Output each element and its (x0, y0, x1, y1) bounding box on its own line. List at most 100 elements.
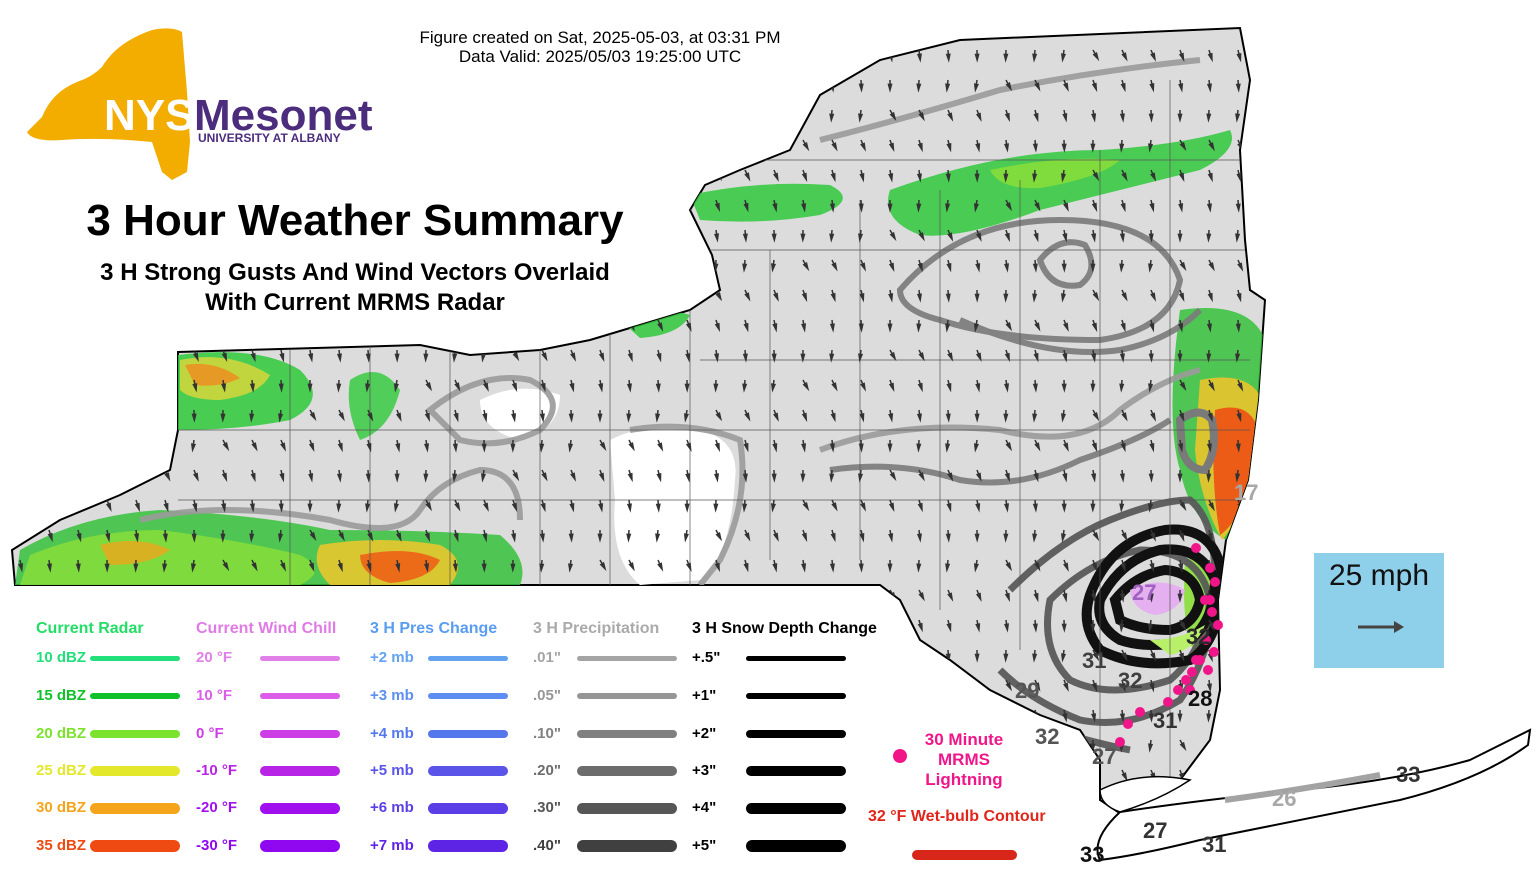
wind-vector-icon (1207, 49, 1213, 63)
wind-vector-icon (18, 319, 24, 333)
wind-vector-icon (1206, 709, 1212, 723)
wind-vector-icon (104, 559, 110, 573)
wind-vector-icon (1092, 649, 1100, 662)
wind-vector-icon (860, 259, 867, 272)
wind-vector-icon (830, 409, 836, 423)
wind-vector-icon (1150, 289, 1157, 302)
wind-vector-icon (1177, 470, 1183, 483)
wind-vector-icon (1264, 683, 1265, 693)
wind-vector-icon (105, 409, 111, 423)
wind-vector-icon (1177, 350, 1183, 363)
wind-vector-icon (570, 109, 577, 122)
wind-vector-icon (46, 469, 52, 483)
legend-precip-label: .20" (533, 761, 561, 779)
wind-vector-icon (1148, 739, 1154, 753)
wind-vector-icon (1033, 349, 1039, 363)
wind-vector-icon (1062, 709, 1068, 723)
wind-vector-icon (916, 439, 922, 453)
wind-vector-icon (1060, 49, 1066, 63)
wind-vector-icon (685, 799, 692, 812)
wind-vector-icon (800, 229, 806, 243)
wind-vector-icon (365, 499, 371, 513)
wind-vector-icon (887, 320, 893, 333)
wind-vector-icon (684, 619, 690, 633)
wind-vector-icon (1149, 199, 1155, 213)
wind-vector-icon (133, 559, 139, 573)
wind-vector-icon (773, 289, 779, 302)
wind-vector-icon (278, 379, 284, 393)
wind-vector-icon (1266, 170, 1269, 180)
wind-vector-icon (771, 469, 777, 483)
legend-pres-label: +7 mb (370, 836, 414, 854)
legend-radar-swatch (90, 730, 180, 738)
wind-vector-icon (1266, 650, 1269, 660)
wind-vector-icon (190, 799, 196, 812)
wind-vector-icon (539, 529, 545, 543)
wind-vector-icon (597, 530, 603, 543)
wind-vector-icon (1120, 199, 1126, 213)
wind-vector-icon (744, 289, 751, 302)
wind-vector-icon (251, 319, 258, 332)
wind-vector-icon (657, 559, 664, 572)
wind-vector-icon (250, 349, 256, 363)
wind-vector-icon (916, 289, 922, 303)
wind-vector-icon (1208, 619, 1215, 632)
wind-vector-icon (454, 499, 461, 512)
wind-vector-icon (945, 289, 951, 303)
wind-vector-icon (453, 169, 459, 183)
wind-vector-icon (308, 469, 314, 483)
wind-vector-icon (482, 529, 488, 543)
wind-vector-icon (1264, 443, 1265, 453)
wind-vector-icon (163, 379, 169, 393)
wind-vector-icon (598, 379, 604, 393)
wind-vector-icon (17, 470, 23, 483)
legend-precip-swatch (577, 655, 677, 661)
wind-vector-icon (1090, 499, 1096, 513)
wind-vector-icon (772, 79, 778, 93)
wind-vector-icon (947, 349, 954, 362)
wind-vector-icon (452, 559, 458, 573)
wind-vector-icon (1121, 49, 1128, 62)
created-timestamp: Figure created on Sat, 2025-05-03, at 03… (419, 28, 781, 47)
wind-vector-icon (974, 289, 980, 303)
contour-label: 32 (1118, 668, 1142, 693)
wind-vector-icon (510, 79, 516, 93)
wind-vector-icon (393, 499, 399, 513)
wind-vector-icon (1060, 169, 1066, 183)
wind-vector-icon (135, 589, 143, 602)
wind-vector-icon (338, 529, 345, 542)
wind-vector-icon (1003, 289, 1009, 303)
wind-vector-icon (568, 529, 574, 543)
wind-vector-icon (336, 709, 342, 723)
wind-vector-icon (917, 619, 923, 633)
wind-vector-icon (103, 709, 109, 723)
wind-vector-icon (800, 589, 806, 603)
legend-snow-label: +4" (692, 798, 717, 816)
wind-vector-icon (889, 349, 897, 362)
wind-vector-icon (279, 349, 285, 363)
lightning-strike-dot (1115, 737, 1125, 747)
wind-vector-icon (829, 709, 835, 723)
legend-pres-title: 3 H Pres Change (370, 620, 498, 637)
wind-vector-icon (366, 319, 372, 333)
wind-vector-icon (599, 439, 607, 452)
wind-vector-icon (308, 559, 315, 573)
legend-snow-swatch (746, 766, 846, 776)
wind-vector-icon (801, 559, 807, 573)
wind-vector-icon (743, 559, 749, 573)
legend-radar-label: 25 dBZ (36, 761, 87, 779)
wind-vector-icon (1032, 619, 1038, 633)
wind-vector-icon (568, 169, 574, 183)
wind-vector-icon (77, 379, 84, 392)
wind-vector-icon (975, 379, 981, 393)
wind-vector-icon (541, 349, 548, 362)
wind-vector-icon (453, 529, 459, 543)
wind-vector-icon (1266, 410, 1269, 420)
wetbulb-legend-label: 32 °F Wet-bulb Contour (868, 808, 1046, 825)
wind-vector-icon (395, 319, 401, 333)
wind-vector-icon (365, 379, 371, 393)
wind-vector-icon (858, 799, 864, 812)
wind-vector-icon (510, 559, 516, 573)
wind-vector-icon (685, 349, 691, 363)
wind-vector-icon (829, 319, 835, 333)
